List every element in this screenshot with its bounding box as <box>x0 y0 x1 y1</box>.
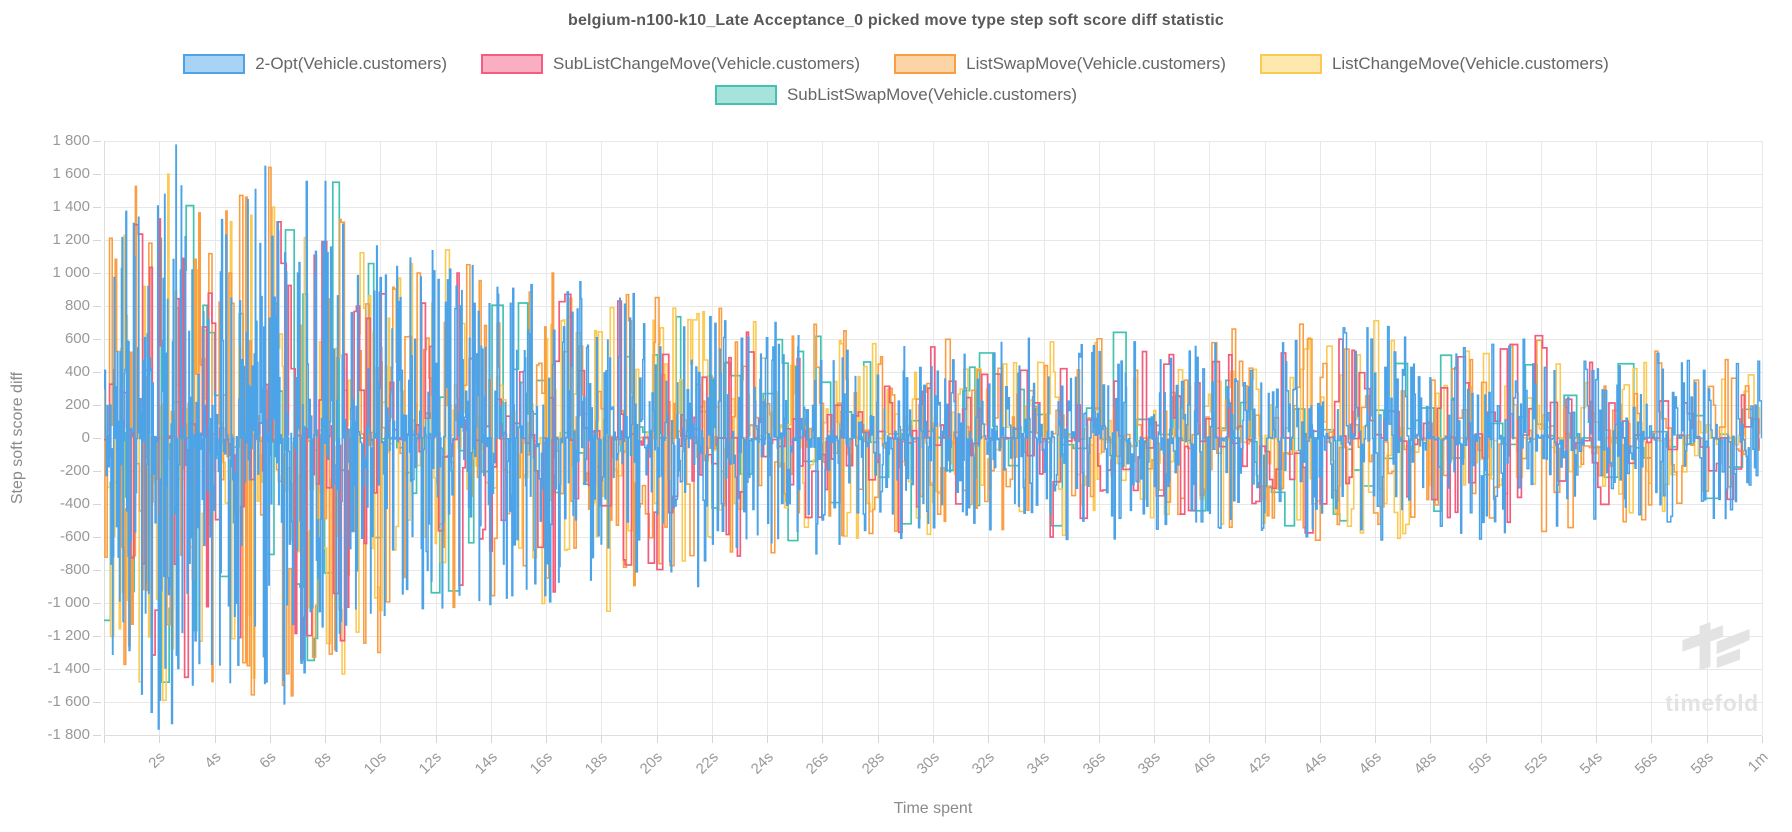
y-tick-label: -400 <box>59 495 90 512</box>
y-tick-label: -1 000 <box>47 594 90 611</box>
watermark-text: timefold <box>1665 690 1759 716</box>
y-tick-label: -1 400 <box>47 660 90 677</box>
y-tick-label: 1 000 <box>52 264 90 281</box>
y-tick-label: 1 400 <box>52 198 90 215</box>
y-axis-title: Step soft score diff <box>9 371 26 505</box>
y-tick-label: 1 200 <box>52 231 90 248</box>
y-tick-label: -200 <box>59 462 90 479</box>
y-tick-label: 200 <box>64 396 90 413</box>
y-tick-label: 400 <box>64 363 90 380</box>
y-tick-label: -800 <box>59 561 90 578</box>
y-tick-label: 1 800 <box>52 132 90 149</box>
y-tick-label: -1 600 <box>47 693 90 710</box>
y-tick-label: 1 600 <box>52 165 90 182</box>
timefold-logo-icon <box>1682 622 1750 671</box>
y-tick-label: 0 <box>81 429 90 446</box>
y-tick-label: 800 <box>64 297 90 314</box>
y-tick-label: -1 800 <box>47 726 90 743</box>
y-tick-label: 600 <box>64 330 90 347</box>
watermark: timefold <box>1652 614 1772 717</box>
y-tick-label: -600 <box>59 528 90 545</box>
y-tick-label: -1 200 <box>47 627 90 644</box>
x-axis-title: Time spent <box>893 800 973 817</box>
